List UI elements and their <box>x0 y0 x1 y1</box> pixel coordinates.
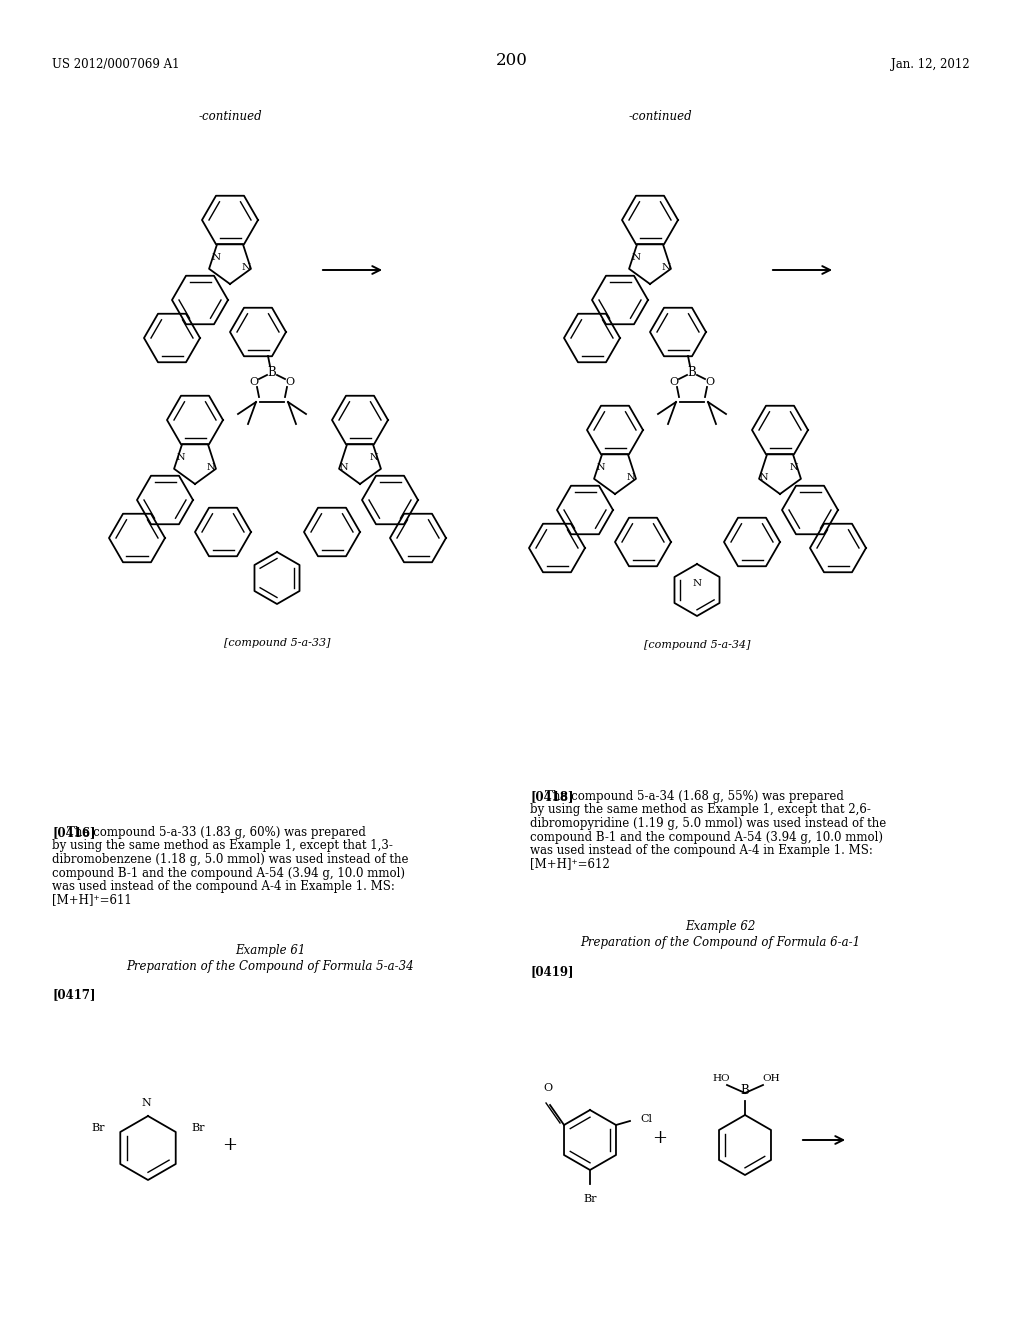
Text: dibromopyridine (1.19 g, 5.0 mmol) was used instead of the: dibromopyridine (1.19 g, 5.0 mmol) was u… <box>530 817 886 830</box>
Text: by using the same method as Example 1, except that 2,6-: by using the same method as Example 1, e… <box>530 804 870 817</box>
Text: N: N <box>597 463 605 473</box>
Text: [compound 5-a-34]: [compound 5-a-34] <box>644 640 751 649</box>
Text: Jan. 12, 2012: Jan. 12, 2012 <box>891 58 970 71</box>
Text: N: N <box>340 463 348 473</box>
Text: US 2012/0007069 A1: US 2012/0007069 A1 <box>52 58 179 71</box>
Text: N: N <box>211 253 220 263</box>
Text: [0419]: [0419] <box>530 965 573 978</box>
Text: B: B <box>688 366 696 379</box>
Text: O: O <box>250 378 259 387</box>
Text: by using the same method as Example 1, except that 1,3-: by using the same method as Example 1, e… <box>52 840 393 853</box>
Text: N: N <box>632 253 641 263</box>
Text: Preparation of the Compound of Formula 6-a-1: Preparation of the Compound of Formula 6… <box>580 936 860 949</box>
Text: compound B-1 and the compound A-54 (3.94 g, 10.0 mmol): compound B-1 and the compound A-54 (3.94… <box>530 830 883 843</box>
Text: compound B-1 and the compound A-54 (3.94 g, 10.0 mmol): compound B-1 and the compound A-54 (3.94… <box>52 866 406 879</box>
Text: O: O <box>544 1082 553 1093</box>
Text: -continued: -continued <box>628 110 692 123</box>
Text: [M+H]⁺=611: [M+H]⁺=611 <box>52 894 132 907</box>
Text: dibromobenzene (1.18 g, 5.0 mmol) was used instead of the: dibromobenzene (1.18 g, 5.0 mmol) was us… <box>52 853 409 866</box>
Text: B: B <box>740 1084 750 1097</box>
Text: N: N <box>177 454 185 462</box>
Text: N: N <box>207 463 215 473</box>
Text: [0417]: [0417] <box>52 987 95 1001</box>
Text: Br: Br <box>584 1195 597 1204</box>
Text: N: N <box>627 474 635 483</box>
Text: N: N <box>760 474 768 483</box>
Text: [M+H]⁺=612: [M+H]⁺=612 <box>530 858 609 870</box>
Text: Preparation of the Compound of Formula 5-a-34: Preparation of the Compound of Formula 5… <box>126 960 414 973</box>
Text: The compound 5-a-33 (1.83 g, 60%) was prepared: The compound 5-a-33 (1.83 g, 60%) was pr… <box>52 826 366 840</box>
Text: N: N <box>141 1098 151 1107</box>
Text: O: O <box>706 378 715 387</box>
Text: Cl: Cl <box>640 1114 652 1125</box>
Text: N: N <box>242 264 251 272</box>
Text: +: + <box>652 1129 668 1147</box>
Text: O: O <box>670 378 679 387</box>
Text: O: O <box>286 378 295 387</box>
Text: N: N <box>692 579 701 589</box>
Text: 200: 200 <box>496 51 528 69</box>
Text: N: N <box>790 463 799 473</box>
Text: was used instead of the compound A-4 in Example 1. MS:: was used instead of the compound A-4 in … <box>530 843 872 857</box>
Text: OH: OH <box>762 1074 780 1082</box>
Text: Example 61: Example 61 <box>234 944 305 957</box>
Text: Example 62: Example 62 <box>685 920 755 933</box>
Text: The compound 5-a-34 (1.68 g, 55%) was prepared: The compound 5-a-34 (1.68 g, 55%) was pr… <box>530 789 844 803</box>
Text: [compound 5-a-33]: [compound 5-a-33] <box>224 638 331 648</box>
Text: [0418]: [0418] <box>530 789 573 803</box>
Text: +: + <box>222 1137 238 1154</box>
Text: was used instead of the compound A-4 in Example 1. MS:: was used instead of the compound A-4 in … <box>52 880 395 894</box>
Text: -continued: -continued <box>199 110 262 123</box>
Text: [0416]: [0416] <box>52 826 95 840</box>
Text: HO: HO <box>712 1074 730 1082</box>
Text: Br: Br <box>91 1123 105 1133</box>
Text: N: N <box>662 264 671 272</box>
Text: B: B <box>267 366 276 379</box>
Text: N: N <box>370 454 378 462</box>
Text: Br: Br <box>190 1123 205 1133</box>
